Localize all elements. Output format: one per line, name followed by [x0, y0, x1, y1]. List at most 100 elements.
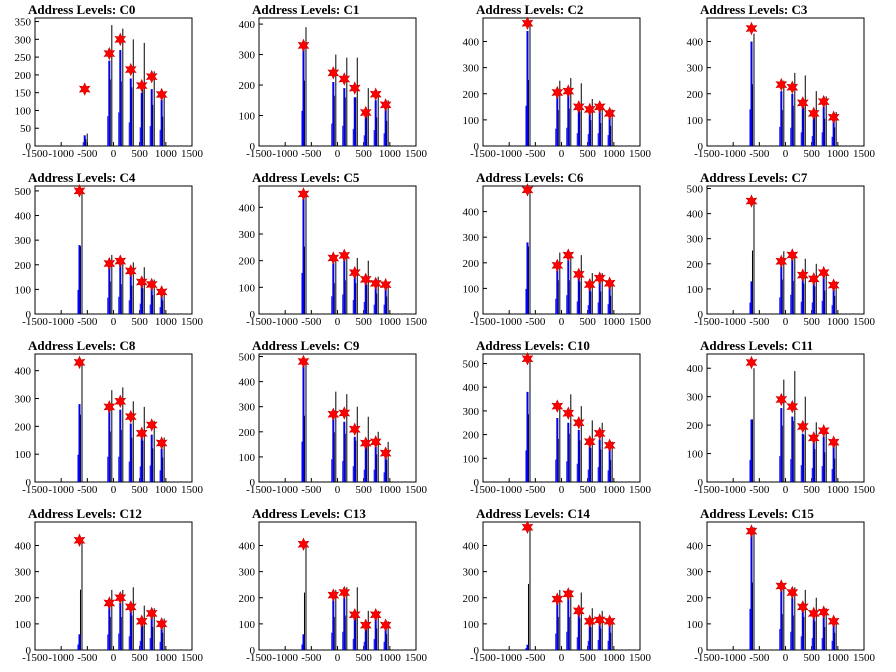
y-tick-label: 300 [687, 234, 704, 246]
chart-svg: Address Levels: C90100200300400500-1500-… [239, 338, 428, 496]
x-tick-label: 500 [803, 148, 820, 160]
y-tick-label: 300 [463, 232, 480, 244]
peak-marker [572, 604, 585, 618]
peak-marker [78, 82, 91, 96]
y-tick-label: 200 [15, 593, 32, 605]
x-tick-label: -500 [749, 652, 770, 664]
x-tick-label: -1500 [470, 316, 496, 328]
chart-panel-c5: Address Levels: C5 0 100 200 300 400 -1500 -100… [224, 168, 448, 336]
x-tick-label: 1000 [603, 484, 626, 496]
peak-marker [603, 614, 616, 629]
peak-marker [593, 613, 606, 627]
x-tick-label: 500 [803, 316, 820, 328]
x-tick-label: -500 [749, 484, 770, 496]
x-tick-label: -1000 [48, 148, 74, 160]
x-tick-label: 0 [559, 652, 565, 664]
y-tick-label: 400 [239, 541, 256, 553]
peak-marker [562, 587, 575, 601]
chart-svg: Address Levels: C3 0 100 200 300 400 -1500 -100… [687, 2, 876, 160]
chart-panel-c2: Address Levels: C2 0 100 200 300 400 -1500 -100… [448, 0, 672, 168]
y-tick-label: 300 [463, 567, 480, 579]
x-tick-label: 1000 [379, 484, 402, 496]
peak-marker [155, 285, 168, 299]
chart-title: Address Levels: C4 [28, 170, 136, 185]
peak-marker [145, 277, 158, 292]
x-tick-label: 500 [579, 148, 596, 160]
y-tick-label: 0 [698, 309, 704, 321]
x-tick-label: 1500 [853, 148, 876, 160]
chart-title: Address Levels: C11 [700, 338, 813, 353]
peak-marker [521, 351, 534, 366]
y-tick-label: 400 [463, 37, 480, 49]
peak-marker [338, 585, 351, 600]
y-tick-label: 400 [239, 377, 256, 389]
peak-marker [827, 435, 840, 449]
peak-marker [348, 265, 361, 280]
peak-marker [359, 436, 372, 450]
chart-title: Address Levels: C9 [252, 338, 360, 353]
chart-svg: Address Levels: C5 0 100 200 300 400 -1500 -100… [239, 170, 428, 328]
y-tick-label: 400 [463, 541, 480, 553]
x-tick-label: 1000 [155, 484, 178, 496]
peak-marker [359, 105, 372, 120]
y-tick-label: 200 [463, 593, 480, 605]
chart-title: Address Levels: C7 [700, 170, 808, 185]
peak-marker [551, 258, 564, 273]
peak-marker [562, 248, 575, 262]
x-tick-label: 1500 [181, 652, 204, 664]
peak-marker [114, 591, 127, 605]
x-tick-label: 1500 [181, 148, 204, 160]
chart-svg: Address Levels: C13 0 100 200 300 400 -1500 -10… [239, 506, 428, 664]
x-tick-label: 1000 [155, 148, 178, 160]
peak-marker [369, 435, 382, 449]
peak-marker [348, 607, 361, 622]
y-tick-label: 300 [687, 63, 704, 75]
chart-panel-c6: Address Levels: C6 0 100 200 300 400 -1500 -100… [448, 168, 672, 336]
x-tick-label: -1500 [694, 316, 720, 328]
peak-marker [145, 606, 158, 621]
y-tick-label: 0 [698, 141, 704, 153]
x-tick-label: -500 [749, 148, 770, 160]
x-tick-label: 1000 [379, 316, 402, 328]
x-tick-label: 1500 [853, 484, 876, 496]
x-tick-label: -500 [749, 316, 770, 328]
x-tick-label: 0 [111, 484, 117, 496]
y-tick-label: 100 [15, 449, 32, 461]
chart-title: Address Levels: C15 [700, 506, 814, 521]
x-tick-label: 500 [355, 316, 372, 328]
y-tick-label: 0 [250, 477, 256, 489]
peak-marker [786, 399, 799, 414]
y-tick-label: 100 [15, 284, 32, 296]
peak-marker [379, 446, 392, 460]
y-tick-label: 100 [239, 111, 256, 123]
chart-svg: Address Levels: C70100200300400500-1500-… [687, 170, 876, 328]
peak-marker [348, 81, 361, 95]
peak-marker [369, 607, 382, 622]
x-tick-label: 1000 [827, 316, 850, 328]
y-tick-label: 400 [15, 211, 32, 223]
peak-marker [775, 392, 788, 407]
x-tick-label: -1500 [694, 652, 720, 664]
y-tick-label: 200 [687, 259, 704, 271]
x-tick-label: 1000 [827, 484, 850, 496]
x-tick-label: -500 [301, 484, 322, 496]
x-tick-label: 0 [335, 652, 341, 664]
chart-svg: Address Levels: C40100200300400500-1500-… [15, 170, 204, 328]
peak-marker [572, 415, 585, 430]
x-tick-label: -500 [525, 316, 546, 328]
x-tick-label: 0 [335, 316, 341, 328]
x-tick-label: -1500 [694, 148, 720, 160]
peak-marker [551, 592, 564, 606]
x-tick-label: 0 [111, 652, 117, 664]
peak-marker [593, 271, 606, 285]
peak-marker [379, 98, 392, 112]
chart-title: Address Levels: C5 [252, 170, 360, 185]
peak-marker [603, 276, 616, 291]
y-tick-label: 100 [687, 619, 704, 631]
chart-panel-c14: Address Levels: C14 0 100 200 300 400 -1500 -10… [448, 504, 672, 672]
plot-frame [482, 521, 641, 651]
chart-svg: Address Levels: C6 0 100 200 300 400 -1500 -100… [463, 170, 652, 328]
y-tick-label: 200 [15, 70, 32, 82]
x-tick-label: -1000 [720, 652, 746, 664]
x-tick-label: -1500 [22, 316, 48, 328]
